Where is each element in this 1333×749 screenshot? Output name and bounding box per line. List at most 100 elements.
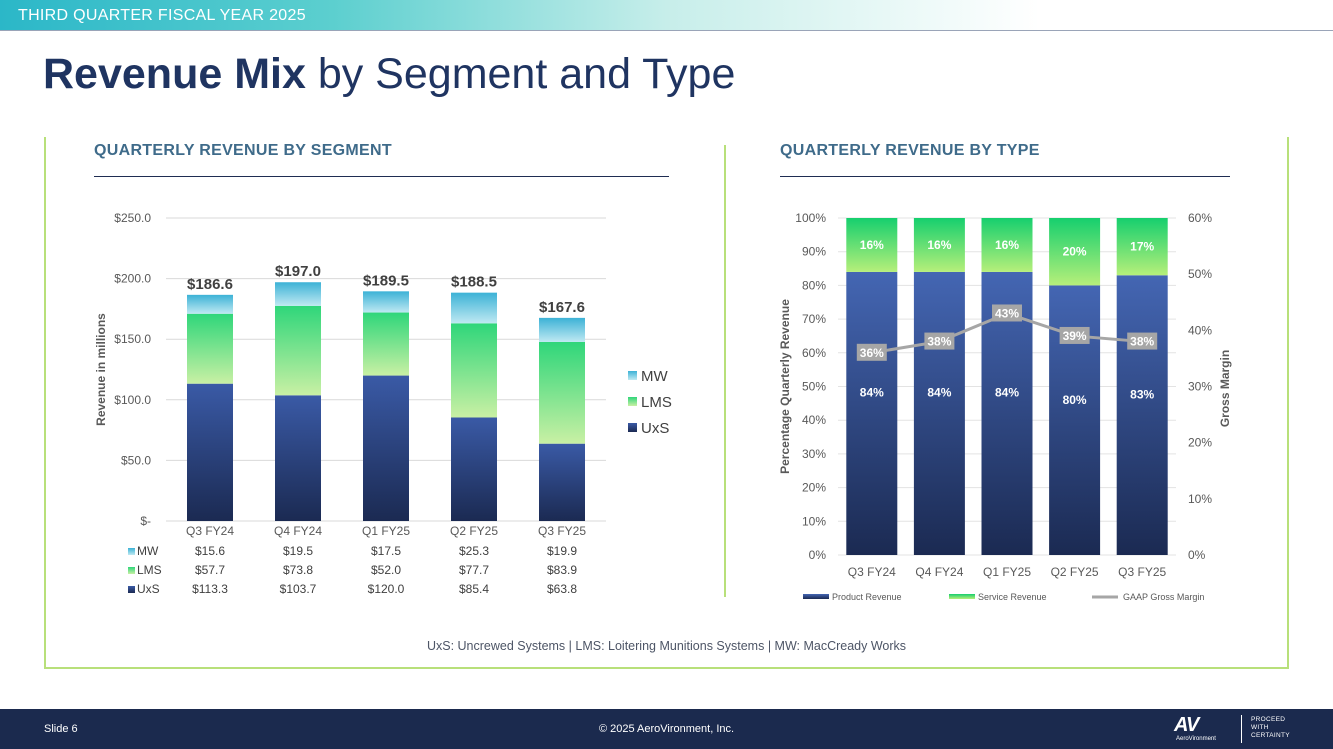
product-revenue-bar — [1116, 275, 1168, 555]
logo-separator — [1241, 715, 1242, 743]
segment-bar-uxs — [451, 417, 497, 521]
segment-legend-label: MW — [641, 368, 668, 385]
table-cell: $63.8 — [547, 582, 577, 596]
segment-bar-uxs — [539, 443, 585, 521]
segment-bar-uxs — [187, 383, 233, 521]
type-y2-tick: 40% — [1188, 323, 1212, 337]
service-revenue-bar — [1116, 218, 1168, 276]
top-rule — [0, 30, 1333, 31]
segment-bar-uxs — [275, 395, 321, 521]
type-y2-tick: 20% — [1188, 436, 1212, 450]
content-frame — [44, 137, 1289, 669]
type-legend-label: Service Revenue — [978, 592, 1047, 602]
tagline: PROCEED WITH CERTAINTY — [1251, 716, 1290, 740]
segment-x-tick: Q1 FY25 — [362, 524, 410, 538]
segment-section-title: QUARTERLY REVENUE BY SEGMENT — [94, 142, 392, 159]
product-revenue-bar — [1049, 285, 1101, 555]
service-revenue-label: 17% — [1130, 240, 1154, 254]
segment-bar-mw — [539, 317, 585, 342]
service-revenue-label: 20% — [1063, 245, 1087, 259]
segment-bar-mw — [451, 292, 497, 324]
gross-margin-label: 39% — [1063, 329, 1087, 343]
type-x-tick: Q3 FY25 — [1118, 565, 1166, 579]
segment-bar-uxs — [363, 375, 409, 521]
segment-total-label: $188.5 — [451, 274, 497, 291]
page-title: Revenue Mix by Segment and Type — [43, 50, 735, 99]
type-x-tick: Q3 FY24 — [848, 565, 896, 579]
service-revenue-label: 16% — [995, 238, 1019, 252]
gross-margin-point — [1127, 332, 1158, 350]
segment-bar-lms — [275, 305, 321, 396]
type-y2-tick: 10% — [1188, 492, 1212, 506]
type-revenue-chart: 0% 10% 20% 30% 40% 50% 60% 70% 80% 90% 100% 0% 10% 20… — [778, 211, 1232, 602]
segment-y-tick: $50.0 — [121, 453, 151, 467]
service-revenue-label: 16% — [860, 238, 884, 252]
segment-x-tick: Q3 FY25 — [538, 524, 586, 538]
segment-section-rule — [94, 176, 669, 177]
segment-y-tick: $200.0 — [114, 272, 151, 286]
table-cell: $19.5 — [283, 544, 313, 558]
table-row-label: LMS — [137, 563, 162, 577]
type-legend-swatch — [803, 594, 829, 599]
type-x-tick: Q1 FY25 — [983, 565, 1031, 579]
segment-revenue-chart: $- $50.0 $100.0 $150.0 $200.0 $250.0 Revenue i… — [94, 211, 672, 596]
type-y-tick: 20% — [802, 481, 826, 495]
table-cell: $85.4 — [459, 582, 489, 596]
segment-total-label: $186.6 — [187, 276, 233, 293]
type-y2-tick: 60% — [1188, 211, 1212, 225]
type-y-tick: 30% — [802, 447, 826, 461]
type-x-tick: Q2 FY25 — [1051, 565, 1099, 579]
type-y2-tick: 0% — [1188, 548, 1206, 562]
section-divider — [724, 145, 726, 597]
gross-margin-label: 38% — [927, 335, 951, 349]
segment-total-label: $189.5 — [363, 272, 409, 289]
type-y-tick: 100% — [795, 211, 826, 225]
table-cell: $52.0 — [371, 563, 401, 577]
segment-bar-lms — [187, 313, 233, 384]
type-y2-tick: 50% — [1188, 267, 1212, 281]
type-y-tick: 50% — [802, 380, 826, 394]
type-legend-label: GAAP Gross Margin — [1123, 592, 1204, 602]
table-cell: $77.7 — [459, 563, 489, 577]
gross-margin-point — [992, 304, 1022, 322]
table-cell: $103.7 — [280, 582, 317, 596]
product-revenue-label: 80% — [1063, 393, 1087, 407]
segment-bar-lms — [363, 312, 409, 376]
segment-x-tick: Q4 FY24 — [274, 524, 322, 538]
segment-y-tick: $- — [140, 514, 151, 528]
segment-y-axis-title: Revenue in millions — [94, 313, 108, 426]
product-revenue-bar — [846, 271, 898, 555]
type-y2-tick: 30% — [1188, 380, 1212, 394]
segment-abbreviation-footnote: UxS: Uncrewed Systems | LMS: Loitering M… — [426, 639, 907, 653]
aerovironment-logo: AV AeroVironment — [1174, 714, 1236, 744]
page-title-bold: Revenue Mix — [43, 50, 306, 98]
tagline-line-1: PROCEED — [1251, 716, 1286, 723]
segment-legend-swatch — [628, 371, 637, 380]
type-y-tick: 0% — [809, 548, 827, 562]
segment-x-tick: Q2 FY25 — [450, 524, 498, 538]
report-period-label: THIRD QUARTER FISCAL YEAR 2025 — [18, 7, 306, 24]
segment-y-tick: $250.0 — [114, 211, 151, 225]
type-y-tick: 10% — [802, 514, 826, 528]
type-x-tick: Q4 FY24 — [915, 565, 963, 579]
table-cell: $19.9 — [547, 544, 577, 558]
service-revenue-bar — [981, 218, 1033, 272]
segment-y-tick: $150.0 — [114, 332, 151, 346]
table-cell: $25.3 — [459, 544, 489, 558]
segment-bar-lms — [539, 341, 585, 444]
gross-margin-point — [1059, 326, 1090, 344]
table-cell: $83.9 — [547, 563, 577, 577]
table-cell: $113.3 — [192, 582, 228, 596]
segment-bar-mw — [275, 282, 321, 306]
type-y-tick: 40% — [802, 413, 826, 427]
service-revenue-label: 16% — [927, 238, 951, 252]
type-legend-label: Product Revenue — [832, 592, 902, 602]
table-cell: $57.7 — [195, 563, 225, 577]
type-y2-axis-title: Gross Margin — [1218, 350, 1232, 427]
type-y-tick: 80% — [802, 278, 826, 292]
gross-margin-point — [924, 332, 955, 350]
segment-x-tick: Q3 FY24 — [186, 524, 234, 538]
tagline-line-3: CERTAINTY — [1251, 732, 1290, 739]
gross-margin-label: 36% — [860, 346, 884, 360]
type-legend-swatch — [949, 594, 975, 599]
